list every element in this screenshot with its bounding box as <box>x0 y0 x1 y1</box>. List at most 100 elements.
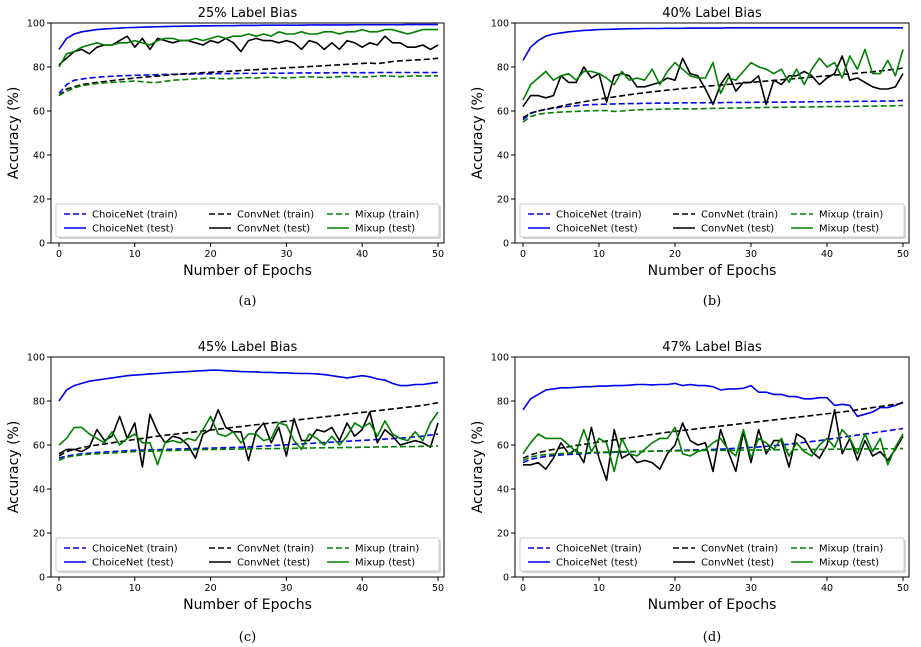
x-tick-label: 40 <box>356 583 368 594</box>
y-tick-label: 60 <box>33 107 45 118</box>
series-line <box>522 104 904 123</box>
x-tick-label: 30 <box>280 249 292 260</box>
legend-label: ChoiceNet (test) <box>92 224 174 235</box>
plot-frame <box>50 356 445 578</box>
legend-label: ConvNet (train) <box>701 544 778 555</box>
y-tick-label: 20 <box>33 195 45 206</box>
y-tick-label: 100 <box>27 19 45 30</box>
legend-label: ChoiceNet (test) <box>92 558 174 569</box>
y-tick-label: 20 <box>33 529 45 540</box>
x-tick-label: 20 <box>205 249 217 260</box>
y-axis-label: Accuracy (%) <box>6 421 22 514</box>
x-tick-label: 40 <box>821 583 833 594</box>
series-line <box>58 445 439 462</box>
x-tick-label: 10 <box>593 583 605 594</box>
y-tick-label: 40 <box>497 485 509 496</box>
series-line <box>58 411 439 466</box>
y-tick-label: 100 <box>491 353 509 364</box>
x-axis-label: Number of Epochs <box>648 597 777 613</box>
legend-label: Mixup (test) <box>355 558 415 569</box>
legend-label: Mixup (train) <box>355 544 419 555</box>
series-line <box>522 402 904 459</box>
x-tick-label: 50 <box>432 583 444 594</box>
series-line <box>58 401 439 457</box>
chart-title: 40% Label Bias <box>662 6 762 21</box>
legend-label: ConvNet (train) <box>701 210 778 221</box>
legend-label: ChoiceNet (train) <box>556 210 642 221</box>
legend-label: ChoiceNet (test) <box>556 558 638 569</box>
legend: ChoiceNet (train) ConvNet (train) Mixup (t… <box>55 203 441 239</box>
x-tick-label: 10 <box>593 249 605 260</box>
y-tick-label: 80 <box>497 397 509 408</box>
chart-title: 25% Label Bias <box>198 6 298 21</box>
y-tick-label: 80 <box>33 397 45 408</box>
x-tick-label: 40 <box>821 249 833 260</box>
x-tick-label: 40 <box>356 249 368 260</box>
y-tick-label: 100 <box>491 19 509 30</box>
legend-label: ConvNet (test) <box>237 558 310 569</box>
y-axis-label: Accuracy (%) <box>470 87 486 180</box>
legend: ChoiceNet (train) ConvNet (train) Mixup (t… <box>519 537 906 573</box>
series-group <box>58 23 439 97</box>
y-tick-label: 100 <box>27 353 45 364</box>
x-tick-label: 10 <box>129 249 141 260</box>
legend-label: ConvNet (test) <box>701 558 774 569</box>
legend-label: ConvNet (train) <box>237 544 314 555</box>
series-line <box>522 67 904 119</box>
legend: ChoiceNet (train) ConvNet (train) Mixup (t… <box>55 537 441 573</box>
y-tick-label: 0 <box>503 573 509 584</box>
y-tick-label: 60 <box>497 107 509 118</box>
y-tick-label: 40 <box>33 151 45 162</box>
x-tick-label: 50 <box>897 249 909 260</box>
series-line <box>58 23 438 50</box>
x-axis-label: Number of Epochs <box>183 263 312 279</box>
x-tick-label: 30 <box>280 583 292 594</box>
series-line <box>523 408 904 482</box>
legend-label: ChoiceNet (test) <box>556 224 638 235</box>
legend-label: Mixup (test) <box>355 224 415 235</box>
y-tick-label: 20 <box>497 195 509 206</box>
x-tick-label: 50 <box>432 249 444 260</box>
series-group <box>522 27 904 123</box>
legend-label: ChoiceNet (train) <box>92 210 178 221</box>
y-tick-label: 40 <box>497 151 509 162</box>
legend-label: ChoiceNet (train) <box>92 544 178 555</box>
panel-caption: (b) <box>703 294 721 309</box>
y-tick-label: 60 <box>33 441 45 452</box>
y-tick-label: 0 <box>39 239 45 250</box>
x-tick-label: 30 <box>745 583 757 594</box>
plot-frame <box>50 22 445 244</box>
series-line <box>522 48 904 101</box>
y-tick-label: 40 <box>33 485 45 496</box>
x-tick-label: 0 <box>520 583 526 594</box>
x-tick-label: 0 <box>520 249 526 260</box>
legend-label: Mixup (test) <box>819 224 879 235</box>
x-tick-label: 30 <box>745 249 757 260</box>
y-tick-label: 0 <box>503 239 509 250</box>
legend-label: Mixup (train) <box>819 210 883 221</box>
series-line <box>58 369 439 402</box>
x-tick-label: 0 <box>56 249 62 260</box>
x-tick-label: 0 <box>56 583 62 594</box>
chart-panel-2: 40% Label Bias 0 10 20 30 40 50 0 20 40 60 80 100 Num… <box>470 6 910 309</box>
legend: ChoiceNet (train) ConvNet (train) Mixup (t… <box>519 203 906 239</box>
chart-panel-3: 45% Label Bias 0 10 20 30 40 50 0 20 40 60 80 100 Num… <box>6 340 445 645</box>
series-group <box>522 382 904 482</box>
plot-frame <box>514 356 910 578</box>
x-tick-label: 10 <box>129 583 141 594</box>
panel-caption: (c) <box>239 630 256 645</box>
series-line <box>58 57 439 97</box>
legend-label: ConvNet (test) <box>701 224 774 235</box>
series-line <box>58 75 438 97</box>
x-tick-label: 20 <box>669 583 681 594</box>
x-tick-label: 20 <box>205 583 217 594</box>
legend-label: ConvNet (train) <box>237 210 314 221</box>
chart-title: 45% Label Bias <box>198 340 298 355</box>
legend-label: Mixup (test) <box>819 558 879 569</box>
series-line <box>58 433 439 459</box>
plot-frame <box>514 22 910 244</box>
chart-panel-4: 47% Label Bias 0 10 20 30 40 50 0 20 40 60 80 100 Num… <box>470 340 910 645</box>
y-axis-label: Accuracy (%) <box>470 421 486 514</box>
panel-caption: (a) <box>239 294 257 309</box>
series-line <box>58 28 438 68</box>
